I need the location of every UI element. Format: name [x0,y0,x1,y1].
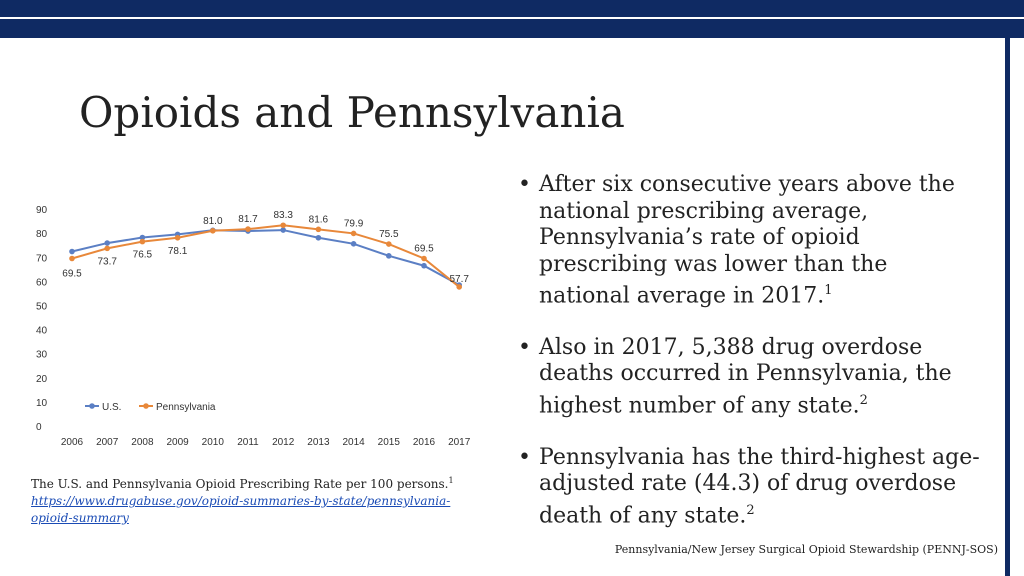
us-point [386,253,392,259]
us-point [280,227,286,233]
bullet-text: After six consecutive years above the na… [539,172,955,309]
pennsylvania-point [104,245,110,252]
us-point [421,262,427,269]
legend-label-pennsylvania: Pennsylvania [156,402,216,413]
x-tick-label: 2015 [378,437,401,448]
caption-footnote: 1 [448,476,454,485]
bullet-marker: • [518,172,531,197]
x-tick-label: 2007 [96,437,119,448]
x-tick-label: 2016 [413,437,436,448]
bullet-footnote: 2 [746,502,755,518]
page-title: Opioids and Pennsylvania [79,88,625,137]
top-banner-stripe [0,17,1024,19]
y-tick-label: 20 [36,374,48,385]
legend-label-us: U.S. [102,402,121,413]
bullet-item: • After six consecutive years above the n… [515,172,985,310]
pennsylvania-point [139,238,146,245]
data-label: 75.5 [379,229,399,240]
pennsylvania-point [315,226,322,233]
us-point [315,234,322,241]
bullet-text: Pennsylvania has the third-highest age-a… [539,444,980,528]
pennsylvania-point [245,226,251,232]
x-tick-label: 2014 [342,437,365,448]
x-tick-label: 2010 [202,437,225,448]
data-label: 73.7 [97,256,117,267]
legend-marker-us [89,403,95,409]
series-line-pennsylvania [71,224,460,288]
data-label: 78.1 [168,246,188,257]
us-point [350,241,357,247]
bullet-item: • Pennsylvania has the third-highest age-… [515,445,985,530]
x-tick-label: 2017 [448,437,471,448]
x-tick-label: 2008 [131,437,154,448]
bullet-footnote: 1 [824,283,833,298]
data-label: 69.5 [62,269,82,280]
source-link[interactable]: https://www.drugabuse.gov/opioid-summari… [31,494,451,525]
bullet-marker: • [518,334,531,360]
y-tick-label: 40 [36,326,48,337]
bullet-item: • Also in 2017, 5,388 drug overdose death… [515,335,985,420]
x-tick-label: 2006 [61,437,84,448]
pennsylvania-point [210,227,216,234]
data-label: 81.0 [203,216,223,227]
chart-caption: The U.S. and Pennsylvania Opioid Prescri… [31,472,481,527]
data-label: 57.7 [449,274,469,285]
y-tick-label: 80 [36,229,48,240]
y-tick-label: 60 [36,277,48,288]
chart-container: 0 10 20 30 40 50 60 70 80 90 2006 2007 2008 2009 2010 2… [28,195,480,457]
data-label: 81.6 [309,214,329,225]
data-label: 79.9 [344,218,364,229]
data-label: 83.3 [273,210,293,221]
right-border-bar [1005,38,1010,576]
pennsylvania-point [456,284,463,290]
y-tick-label: 50 [36,302,48,313]
pennsylvania-point [350,230,357,237]
us-point [69,248,75,255]
us-point [139,234,146,241]
caption-text: The U.S. and Pennsylvania Opioid Prescri… [31,477,449,491]
y-tick-label: 30 [36,350,48,361]
y-tick-label: 0 [36,422,42,433]
data-label: 69.5 [414,244,434,255]
pennsylvania-point [280,222,286,229]
data-label: 76.5 [133,250,153,261]
y-tick-label: 10 [36,398,48,409]
x-tick-label: 2011 [237,437,259,448]
data-label: 81.7 [238,214,258,225]
footer-text: Pennsylvania/New Jersey Surgical Opioid … [614,543,998,556]
pennsylvania-point [69,255,75,262]
pennsylvania-point [174,234,181,241]
x-tick-label: 2012 [272,437,295,448]
top-banner [0,0,1024,38]
legend-marker-pennsylvania [143,403,149,409]
x-tick-label: 2013 [307,437,330,448]
bullet-footnote: 2 [859,392,868,408]
x-tick-label: 2009 [166,437,189,448]
bullet-list: • After six consecutive years above the n… [515,172,985,554]
y-tick-label: 70 [36,253,48,264]
y-tick-label: 90 [36,205,48,216]
bullet-text: Also in 2017, 5,388 drug overdose deaths… [539,334,952,419]
bullet-marker: • [518,444,531,470]
series-line-us [71,229,460,286]
pennsylvania-point [421,255,427,262]
line-chart: 0 10 20 30 40 50 60 70 80 90 2006 2007 2008 2009 2010 2… [36,205,471,448]
us-point [104,240,110,246]
pennsylvania-point [386,241,392,247]
